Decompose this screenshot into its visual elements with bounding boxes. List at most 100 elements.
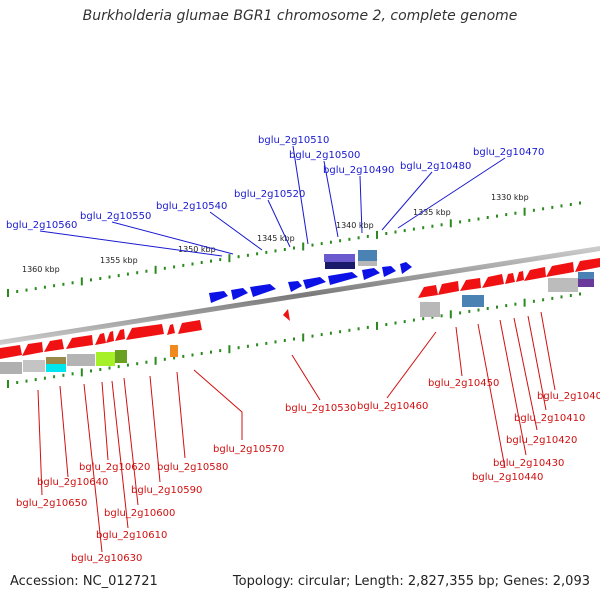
gene-arrow[interactable] [524, 267, 546, 281]
gene-label[interactable]: bglu_2g10500 [289, 150, 360, 161]
gene-arrow[interactable] [418, 285, 438, 298]
gene-label[interactable]: bglu_2g10570 [213, 444, 284, 455]
gene-label[interactable]: bglu_2g10650 [16, 498, 87, 509]
gene-arrow[interactable] [505, 273, 515, 284]
gene-label[interactable]: bglu_2g10490 [323, 165, 394, 176]
gene-arrow[interactable] [22, 342, 43, 356]
gene-label[interactable]: bglu_2g10590 [131, 485, 202, 496]
scale-tick [449, 219, 452, 228]
gene-block-gray[interactable] [67, 354, 95, 366]
gene-arrow[interactable] [382, 266, 396, 277]
gene-label[interactable]: bglu_2g10480 [400, 161, 471, 172]
gene-arrow[interactable] [328, 272, 358, 285]
gene-block-purple[interactable] [324, 254, 355, 262]
gene-arrow[interactable] [460, 278, 481, 291]
gene-label[interactable]: bglu_2g10450 [428, 378, 499, 389]
gene-arrow[interactable] [66, 335, 93, 349]
gene-arrow[interactable] [482, 274, 504, 288]
gene-arrow[interactable] [400, 262, 412, 274]
scale-tick [376, 321, 378, 330]
gene-label[interactable]: bglu_2g10600 [104, 508, 175, 519]
scale-tick [117, 365, 120, 369]
scale-tick [256, 252, 259, 256]
gene-arrow[interactable] [575, 258, 600, 272]
gene-arrow[interactable] [106, 331, 114, 343]
gene-arrow[interactable] [438, 281, 459, 295]
scale-tick [256, 343, 259, 347]
gene-block-lime[interactable] [96, 352, 115, 366]
gene-label[interactable]: bglu_2g10620 [79, 462, 150, 473]
gene-block-olive[interactable] [46, 357, 66, 364]
gene-block-steelblue[interactable] [358, 250, 377, 261]
reverse-genes [0, 258, 600, 374]
gene-label[interactable]: bglu_2g10410 [514, 413, 585, 424]
gene-label[interactable]: bglu_2g10510 [258, 135, 329, 146]
chromosome-backbone [0, 246, 600, 345]
scale-tick [200, 352, 203, 355]
gene-arrow[interactable] [303, 277, 326, 289]
gene-label[interactable]: bglu_2g10460 [357, 401, 428, 412]
gene-block-navy[interactable] [325, 262, 355, 269]
scale-tick [422, 317, 425, 321]
scale-tick [210, 259, 212, 263]
gene-block-gray[interactable] [420, 302, 440, 317]
gene-block-steelblue[interactable] [578, 272, 594, 279]
gene-label[interactable]: bglu_2g10630 [71, 553, 142, 564]
gene-block-orange[interactable] [170, 345, 178, 357]
gene-label[interactable]: bglu_2g10550 [80, 211, 151, 222]
scale-tick [311, 243, 314, 247]
gene-block-gray[interactable] [0, 362, 22, 374]
gene-block-gray[interactable] [548, 278, 578, 292]
gene-label[interactable]: bglu_2g10470 [473, 147, 544, 158]
gene-arrow[interactable] [209, 291, 228, 303]
gene-arrow[interactable] [231, 288, 248, 300]
gene-label[interactable]: bglu_2g10540 [156, 201, 227, 212]
gene-block-gray[interactable] [23, 360, 45, 372]
gene-arrow[interactable] [178, 320, 202, 334]
gene-label[interactable]: bglu_2g10640 [37, 477, 108, 488]
scale-tick [219, 258, 222, 262]
kbp-label: 1345 kbp [257, 234, 295, 243]
gene-arrow[interactable] [167, 324, 175, 335]
scale-tick [219, 349, 222, 353]
gene-label[interactable]: bglu_2g10520 [234, 189, 305, 200]
gene-label[interactable]: bglu_2g10610 [96, 530, 167, 541]
gene-arrow[interactable] [516, 271, 524, 282]
gene-label[interactable]: bglu_2g10400 [537, 391, 600, 402]
gene-block-green[interactable] [115, 350, 127, 363]
forward-callouts [39, 145, 506, 257]
scale-tick [191, 262, 194, 266]
gene-arrow[interactable] [95, 333, 106, 345]
scale-tick [210, 350, 212, 354]
gene-block-steelblue[interactable] [462, 295, 484, 307]
reverse-labels: bglu_2g10400 bglu_2g10410 bglu_2g10420 b… [16, 378, 600, 564]
scale-tick [25, 379, 28, 383]
gene-label[interactable]: bglu_2g10430 [493, 458, 564, 469]
gene-arrow[interactable] [283, 309, 290, 321]
scale-tick [25, 288, 28, 292]
scale-tick [80, 368, 83, 377]
scale-tick [569, 203, 572, 206]
accession-text: Accession: NC_012721 [10, 574, 158, 589]
gene-label[interactable]: bglu_2g10440 [472, 472, 543, 483]
gene-block-purple[interactable] [578, 279, 594, 287]
scale-tick [163, 266, 166, 270]
scale-tick [173, 265, 176, 269]
gene-arrow[interactable] [546, 262, 574, 277]
scale-tick [80, 277, 83, 286]
gene-arrow[interactable] [362, 268, 380, 280]
gene-arrow[interactable] [44, 339, 64, 352]
gene-label[interactable]: bglu_2g10530 [285, 403, 356, 414]
gene-label[interactable]: bglu_2g10580 [157, 462, 228, 473]
gene-arrow[interactable] [126, 324, 164, 340]
kbp-label: 1330 kbp [491, 193, 529, 202]
gene-arrow[interactable] [0, 345, 22, 359]
gene-block-gray[interactable] [358, 261, 377, 266]
gene-arrow[interactable] [115, 329, 125, 341]
gene-label[interactable]: bglu_2g10560 [6, 220, 77, 231]
gene-arrow[interactable] [288, 281, 302, 292]
gene-label[interactable]: bglu_2g10420 [506, 435, 577, 446]
gene-block-cyan[interactable] [46, 364, 66, 372]
gene-arrow[interactable] [250, 284, 276, 297]
scale-tick [440, 223, 443, 227]
